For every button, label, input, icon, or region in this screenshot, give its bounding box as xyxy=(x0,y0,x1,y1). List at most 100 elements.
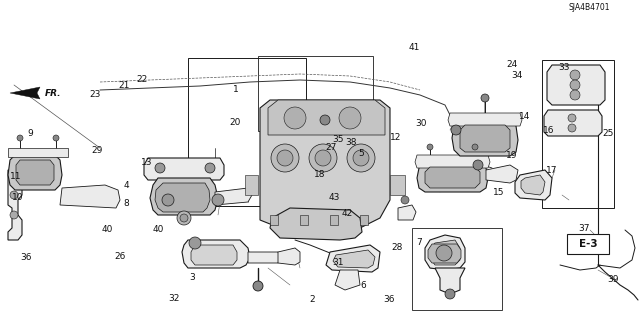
Text: FR.: FR. xyxy=(45,88,61,98)
Circle shape xyxy=(320,115,330,125)
Polygon shape xyxy=(360,215,368,225)
Polygon shape xyxy=(390,175,405,195)
Text: 42: 42 xyxy=(341,209,353,218)
Circle shape xyxy=(253,281,263,291)
Text: 35: 35 xyxy=(332,135,344,144)
Circle shape xyxy=(427,144,433,150)
Polygon shape xyxy=(150,178,218,215)
Circle shape xyxy=(570,70,580,80)
Circle shape xyxy=(347,144,375,172)
Text: 30: 30 xyxy=(415,119,427,128)
Text: 8: 8 xyxy=(124,199,129,208)
Polygon shape xyxy=(155,183,210,212)
Text: 31: 31 xyxy=(332,258,344,267)
Text: 27: 27 xyxy=(326,143,337,152)
Circle shape xyxy=(568,124,576,132)
Text: 41: 41 xyxy=(409,43,420,52)
Polygon shape xyxy=(333,250,375,268)
Text: 34: 34 xyxy=(511,71,523,80)
Circle shape xyxy=(472,144,478,150)
Polygon shape xyxy=(215,188,252,205)
Text: 12: 12 xyxy=(390,133,401,142)
Circle shape xyxy=(177,211,191,225)
Polygon shape xyxy=(8,155,62,190)
Polygon shape xyxy=(448,113,522,126)
Circle shape xyxy=(277,150,293,166)
Text: 5: 5 xyxy=(359,149,364,158)
Circle shape xyxy=(162,194,174,206)
Text: 7: 7 xyxy=(417,238,422,247)
Circle shape xyxy=(271,144,299,172)
Text: 9: 9 xyxy=(28,129,33,138)
Text: 24: 24 xyxy=(506,60,518,69)
Circle shape xyxy=(473,160,483,170)
Polygon shape xyxy=(521,175,545,195)
Bar xyxy=(258,56,373,131)
Text: 6: 6 xyxy=(361,281,366,290)
Polygon shape xyxy=(182,240,250,268)
Circle shape xyxy=(445,289,455,299)
Circle shape xyxy=(10,191,18,199)
Polygon shape xyxy=(335,270,360,290)
Polygon shape xyxy=(428,244,461,263)
Polygon shape xyxy=(460,125,510,152)
Polygon shape xyxy=(278,248,300,265)
Polygon shape xyxy=(144,158,224,180)
Text: 13: 13 xyxy=(141,158,153,167)
Polygon shape xyxy=(330,215,338,225)
Polygon shape xyxy=(16,160,54,185)
Polygon shape xyxy=(300,215,308,225)
Bar xyxy=(188,58,306,206)
Text: 22: 22 xyxy=(136,75,148,84)
Polygon shape xyxy=(8,148,68,157)
Polygon shape xyxy=(515,170,552,200)
Polygon shape xyxy=(486,165,518,183)
Polygon shape xyxy=(191,245,237,265)
Text: 36: 36 xyxy=(20,253,31,262)
Polygon shape xyxy=(435,268,465,294)
Text: 14: 14 xyxy=(519,112,531,121)
Polygon shape xyxy=(398,205,416,220)
Bar xyxy=(542,60,614,208)
Text: 39: 39 xyxy=(607,275,619,284)
Circle shape xyxy=(570,80,580,90)
Text: 4: 4 xyxy=(124,181,129,190)
Circle shape xyxy=(481,94,489,102)
Text: 25: 25 xyxy=(602,129,614,138)
Circle shape xyxy=(353,150,369,166)
Circle shape xyxy=(10,211,18,219)
Polygon shape xyxy=(248,252,280,263)
Circle shape xyxy=(17,135,23,141)
Bar xyxy=(412,228,502,310)
Text: 20: 20 xyxy=(230,118,241,127)
Text: 10: 10 xyxy=(12,193,24,202)
Circle shape xyxy=(451,125,461,135)
Polygon shape xyxy=(452,120,518,156)
Polygon shape xyxy=(10,87,40,99)
Text: 15: 15 xyxy=(493,188,505,197)
Text: 28: 28 xyxy=(391,243,403,252)
Text: 21: 21 xyxy=(118,81,130,90)
Circle shape xyxy=(436,245,452,261)
Text: E-3: E-3 xyxy=(579,239,597,249)
Polygon shape xyxy=(60,185,120,208)
Polygon shape xyxy=(544,110,602,136)
Text: 32: 32 xyxy=(168,294,180,303)
Polygon shape xyxy=(415,155,490,168)
Circle shape xyxy=(570,90,580,100)
Text: 3: 3 xyxy=(189,273,195,282)
Polygon shape xyxy=(8,170,22,240)
Text: 38: 38 xyxy=(345,138,356,147)
Circle shape xyxy=(339,107,361,129)
Polygon shape xyxy=(268,100,385,135)
Text: SJA4B4701: SJA4B4701 xyxy=(568,3,610,12)
Text: 43: 43 xyxy=(328,193,340,202)
Text: 37: 37 xyxy=(578,224,589,233)
Circle shape xyxy=(180,214,188,222)
Text: 16: 16 xyxy=(543,126,555,135)
Polygon shape xyxy=(245,175,258,195)
Polygon shape xyxy=(425,235,465,270)
Text: 40: 40 xyxy=(153,225,164,234)
Text: 36: 36 xyxy=(383,295,395,304)
Circle shape xyxy=(568,114,576,122)
